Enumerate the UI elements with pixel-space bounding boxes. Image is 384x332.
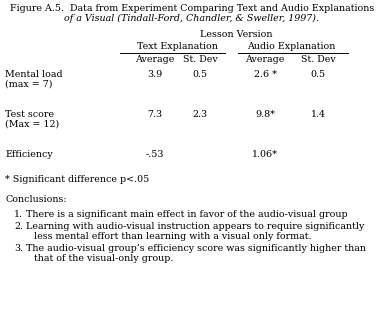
Text: of a Visual (Tindall-Ford, Chandler, & Sweller, 1997).: of a Visual (Tindall-Ford, Chandler, & S… xyxy=(65,14,319,23)
Text: 1.06*: 1.06* xyxy=(252,150,278,159)
Text: 1.4: 1.4 xyxy=(311,110,326,119)
Text: * Significant difference p<.05: * Significant difference p<.05 xyxy=(5,175,149,184)
Text: Lesson Version: Lesson Version xyxy=(200,30,273,39)
Text: 0.5: 0.5 xyxy=(310,70,326,79)
Text: 3.: 3. xyxy=(14,244,23,253)
Text: -.53: -.53 xyxy=(146,150,164,159)
Text: 2.6 *: 2.6 * xyxy=(253,70,276,79)
Text: 2.: 2. xyxy=(14,222,23,231)
Text: Test score: Test score xyxy=(5,110,54,119)
Text: Figure A.5.  Data from Experiment Comparing Text and Audio Explanations: Figure A.5. Data from Experiment Compari… xyxy=(10,4,374,13)
Text: Learning with audio-visual instruction appears to require significantly: Learning with audio-visual instruction a… xyxy=(26,222,364,231)
Text: 9.8*: 9.8* xyxy=(255,110,275,119)
Text: Text Explanation: Text Explanation xyxy=(137,42,218,51)
Text: Average: Average xyxy=(245,55,285,64)
Text: Average: Average xyxy=(135,55,175,64)
Text: Mental load: Mental load xyxy=(5,70,63,79)
Text: St. Dev: St. Dev xyxy=(301,55,335,64)
Text: 2.3: 2.3 xyxy=(192,110,208,119)
Text: (max = 7): (max = 7) xyxy=(5,80,53,89)
Text: Conclusions:: Conclusions: xyxy=(5,195,67,204)
Text: Audio Explanation: Audio Explanation xyxy=(247,42,336,51)
Text: The audio-visual group’s efficiency score was significantly higher than: The audio-visual group’s efficiency scor… xyxy=(26,244,366,253)
Text: that of the visual-only group.: that of the visual-only group. xyxy=(34,254,173,263)
Text: 1.: 1. xyxy=(14,210,23,219)
Text: 0.5: 0.5 xyxy=(192,70,208,79)
Text: Efficiency: Efficiency xyxy=(5,150,53,159)
Text: less mental effort than learning with a visual only format.: less mental effort than learning with a … xyxy=(34,232,311,241)
Text: (Max = 12): (Max = 12) xyxy=(5,120,59,129)
Text: 7.3: 7.3 xyxy=(147,110,162,119)
Text: 3.9: 3.9 xyxy=(147,70,163,79)
Text: There is a significant main effect in favor of the audio-visual group: There is a significant main effect in fa… xyxy=(26,210,348,219)
Text: St. Dev: St. Dev xyxy=(183,55,217,64)
